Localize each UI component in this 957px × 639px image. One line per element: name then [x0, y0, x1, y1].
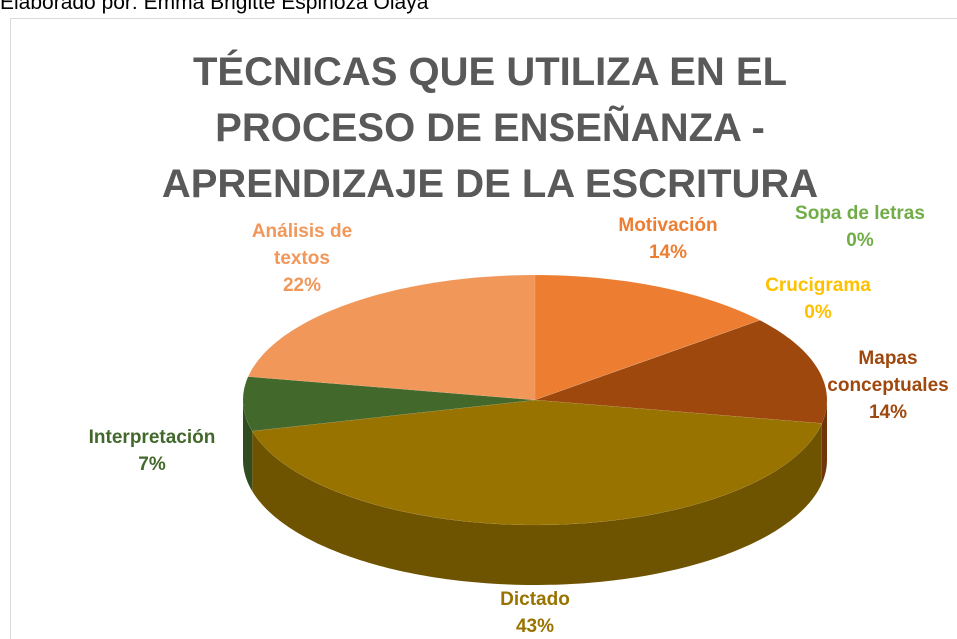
- data-label: Sopa de letras 0%: [775, 200, 945, 254]
- label-value: 7%: [138, 454, 166, 475]
- pie-slice-side: [821, 400, 827, 484]
- label-value: 0%: [804, 302, 832, 323]
- label-name: Mapas conceptuales: [827, 348, 949, 396]
- label-name: Análisis de textos: [251, 221, 353, 269]
- pie-slice: [534, 274, 761, 401]
- label-value: 0%: [846, 230, 874, 251]
- label-name: Motivación: [618, 215, 718, 236]
- pie-slice: [251, 399, 823, 526]
- data-label: Motivación 14%: [588, 212, 748, 266]
- data-label: Crucigrama 0%: [743, 272, 893, 326]
- pie-slice: [534, 320, 828, 424]
- pie-slice: [247, 274, 536, 401]
- pie-slice: [242, 376, 536, 432]
- label-value: 43%: [515, 616, 555, 637]
- label-value: 14%: [868, 402, 908, 423]
- label-name: Crucigrama: [765, 275, 871, 296]
- label-value: 14%: [648, 242, 688, 263]
- pie-slice-side: [243, 400, 253, 492]
- chart-title: TÉCNICAS QUE UTILIZA EN EL PROCESO DE EN…: [161, 50, 819, 206]
- data-label: Dictado 43%: [455, 586, 615, 639]
- data-label: Análisis de textos 22%: [237, 218, 367, 299]
- data-label: Interpretación 7%: [67, 424, 237, 478]
- label-name: Dictado: [500, 589, 570, 610]
- label-value: 22%: [282, 275, 322, 296]
- label-name: Interpretación: [88, 427, 216, 448]
- chart-frame: [10, 18, 957, 639]
- caption: Elaborado por: Emma Brigitte Espinoza Ol…: [0, 0, 429, 14]
- data-label: Mapas conceptuales 14%: [818, 345, 957, 426]
- label-name: Sopa de letras: [795, 203, 925, 224]
- pie-slice-side: [252, 423, 822, 585]
